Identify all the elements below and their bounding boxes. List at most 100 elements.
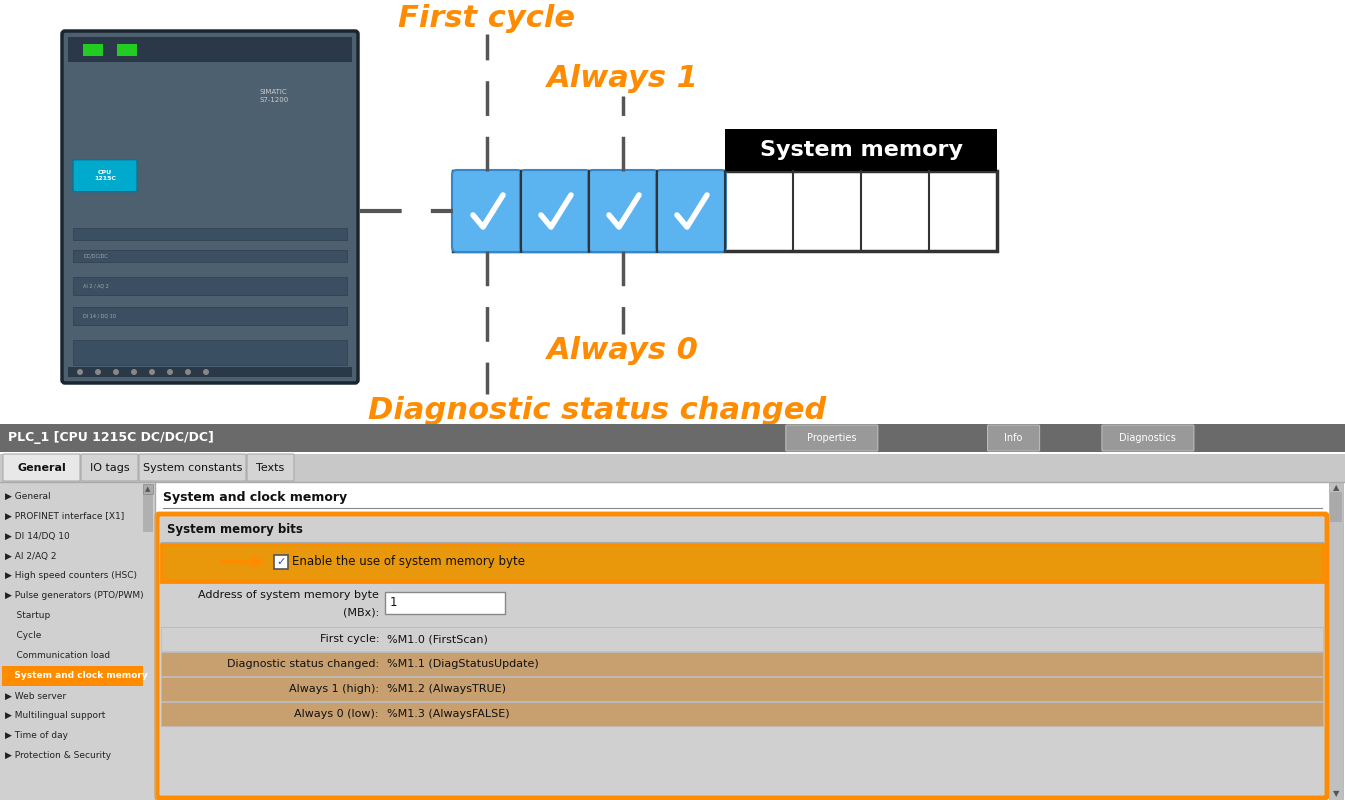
Text: Diagnostic status changed:: Diagnostic status changed: <box>227 659 379 669</box>
Text: ▶ PROFINET interface [X1]: ▶ PROFINET interface [X1] <box>5 511 124 521</box>
Bar <box>161 582 1323 624</box>
Text: ▲: ▲ <box>145 486 151 492</box>
Text: Properties: Properties <box>807 433 857 443</box>
Text: Always 0 (low):: Always 0 (low): <box>295 709 379 719</box>
Bar <box>274 555 288 569</box>
Circle shape <box>77 369 83 375</box>
Circle shape <box>130 369 137 375</box>
FancyBboxPatch shape <box>521 170 590 252</box>
FancyBboxPatch shape <box>139 454 246 481</box>
Text: Always 0: Always 0 <box>547 336 699 365</box>
Text: Diagnostics: Diagnostics <box>1119 433 1177 443</box>
Text: PLC_1 [CPU 1215C DC/DC/DC]: PLC_1 [CPU 1215C DC/DC/DC] <box>8 431 214 445</box>
Text: ✓: ✓ <box>276 557 285 567</box>
Bar <box>385 592 504 614</box>
FancyBboxPatch shape <box>157 514 1328 798</box>
Circle shape <box>149 369 155 375</box>
FancyBboxPatch shape <box>588 170 658 252</box>
Text: System and clock memory: System and clock memory <box>163 491 347 505</box>
Text: SIMATIC
S7-1200: SIMATIC S7-1200 <box>260 89 288 102</box>
Bar <box>161 702 1323 726</box>
Bar <box>69 367 352 377</box>
Text: Diagnostic status changed: Diagnostic status changed <box>369 396 826 425</box>
Text: %M1.3 (AlwaysFALSE): %M1.3 (AlwaysFALSE) <box>387 709 510 719</box>
Bar <box>0 482 155 800</box>
Text: ▲: ▲ <box>1333 483 1340 493</box>
FancyBboxPatch shape <box>62 31 358 383</box>
Bar <box>73 307 347 325</box>
FancyBboxPatch shape <box>73 160 137 192</box>
Text: ▶ Multilingual support: ▶ Multilingual support <box>5 711 105 721</box>
Bar <box>1 666 143 686</box>
Bar <box>117 44 137 56</box>
Text: DC/DC/DC: DC/DC/DC <box>83 254 108 258</box>
Text: DI 14 / DQ 10: DI 14 / DQ 10 <box>83 314 116 318</box>
Bar <box>161 544 1323 580</box>
Text: System and clock memory: System and clock memory <box>5 671 148 681</box>
Text: AI 2 / AQ 2: AI 2 / AQ 2 <box>83 283 109 289</box>
Text: Cycle: Cycle <box>5 631 42 641</box>
Bar <box>143 484 153 494</box>
Bar <box>161 677 1323 701</box>
Text: System memory: System memory <box>760 140 963 160</box>
Text: Enable the use of system memory byte: Enable the use of system memory byte <box>292 555 525 569</box>
FancyBboxPatch shape <box>452 170 522 252</box>
FancyBboxPatch shape <box>3 454 79 481</box>
Circle shape <box>186 369 191 375</box>
Bar <box>69 37 352 62</box>
Text: Always 1 (high):: Always 1 (high): <box>289 684 379 694</box>
Bar <box>73 277 347 295</box>
Bar <box>1330 492 1342 522</box>
Text: ▶ High speed counters (HSC): ▶ High speed counters (HSC) <box>5 571 137 581</box>
FancyBboxPatch shape <box>1102 425 1194 451</box>
Bar <box>1329 482 1344 800</box>
Text: Info: Info <box>1005 433 1022 443</box>
Text: Address of system memory byte: Address of system memory byte <box>198 590 379 600</box>
Text: ▶ Pulse generators (PTO/PWM): ▶ Pulse generators (PTO/PWM) <box>5 591 144 601</box>
Text: IO tags: IO tags <box>90 463 129 473</box>
Text: Communication load: Communication load <box>5 651 110 661</box>
Bar <box>161 627 1323 651</box>
Text: General: General <box>17 463 66 473</box>
Text: ▶ Web server: ▶ Web server <box>5 691 66 701</box>
Text: ▶ Time of day: ▶ Time of day <box>5 731 69 741</box>
FancyBboxPatch shape <box>987 425 1040 451</box>
FancyBboxPatch shape <box>656 170 726 252</box>
Text: Texts: Texts <box>257 463 285 473</box>
FancyBboxPatch shape <box>247 454 295 481</box>
Text: %M1.2 (AlwaysTRUE): %M1.2 (AlwaysTRUE) <box>387 684 506 694</box>
Bar <box>73 250 347 262</box>
Text: ▶ AI 2/AQ 2: ▶ AI 2/AQ 2 <box>5 551 56 561</box>
Bar <box>0 454 1345 482</box>
Text: %M1.1 (DiagStatusUpdate): %M1.1 (DiagStatusUpdate) <box>387 659 539 669</box>
Text: ▶ DI 14/DQ 10: ▶ DI 14/DQ 10 <box>5 531 70 541</box>
Text: ▼: ▼ <box>1333 790 1340 798</box>
FancyBboxPatch shape <box>785 425 878 451</box>
Text: First cycle:: First cycle: <box>320 634 379 644</box>
Bar <box>725 129 997 171</box>
Bar <box>73 228 347 240</box>
Bar <box>143 492 153 532</box>
Bar <box>83 44 104 56</box>
Text: Startup: Startup <box>5 611 50 621</box>
Text: (MBx):: (MBx): <box>343 607 379 618</box>
Bar <box>0 424 1345 452</box>
Circle shape <box>95 369 101 375</box>
Text: ▶ Protection & Security: ▶ Protection & Security <box>5 751 112 761</box>
Circle shape <box>203 369 208 375</box>
Circle shape <box>113 369 118 375</box>
Bar <box>453 171 997 251</box>
Bar <box>73 340 347 365</box>
Text: 1: 1 <box>390 597 398 610</box>
Bar <box>161 652 1323 676</box>
Text: Always 1: Always 1 <box>547 64 699 93</box>
Text: %M1.0 (FirstScan): %M1.0 (FirstScan) <box>387 634 488 644</box>
Circle shape <box>167 369 174 375</box>
FancyBboxPatch shape <box>81 454 139 481</box>
Text: First cycle: First cycle <box>398 4 576 33</box>
Text: System memory bits: System memory bits <box>167 522 303 535</box>
Text: ▶ General: ▶ General <box>5 491 51 501</box>
Bar <box>161 518 1323 540</box>
Text: System constants: System constants <box>143 463 242 473</box>
Text: CPU
1215C: CPU 1215C <box>94 170 116 181</box>
